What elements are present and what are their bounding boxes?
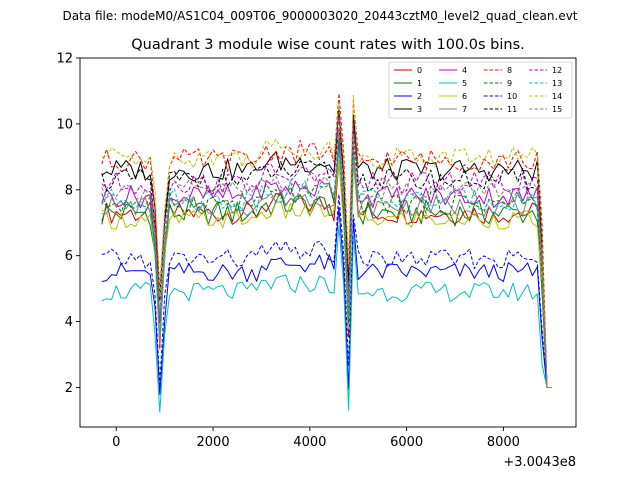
x-tick-label: 8000 bbox=[487, 435, 520, 450]
series-layer bbox=[101, 93, 552, 413]
series-line-8 bbox=[101, 93, 552, 388]
legend-label-2: 2 bbox=[417, 92, 422, 101]
legend-label-14: 14 bbox=[552, 92, 562, 101]
y-tick-label: 10 bbox=[56, 117, 73, 132]
series-line-3 bbox=[101, 107, 552, 388]
x-tick-label: 6000 bbox=[390, 435, 423, 450]
series-line-9 bbox=[101, 138, 552, 388]
y-tick-label: 12 bbox=[56, 52, 73, 67]
legend-label-5: 5 bbox=[462, 79, 467, 88]
y-tick-label: 4 bbox=[65, 315, 73, 330]
legend-label-11: 11 bbox=[507, 105, 517, 114]
legend-label-10: 10 bbox=[507, 92, 517, 101]
legend-label-4: 4 bbox=[462, 66, 467, 75]
series-line-13 bbox=[101, 151, 552, 388]
series-line-7 bbox=[101, 147, 552, 388]
series-line-1 bbox=[101, 140, 552, 388]
legend-label-3: 3 bbox=[417, 105, 422, 114]
legend-label-15: 15 bbox=[552, 105, 562, 114]
series-line-4 bbox=[101, 143, 552, 388]
series-line-11 bbox=[101, 125, 552, 388]
legend-label-8: 8 bbox=[507, 66, 512, 75]
series-line-2 bbox=[101, 207, 552, 395]
legend-label-12: 12 bbox=[552, 66, 562, 75]
series-line-12 bbox=[101, 114, 552, 388]
series-line-10 bbox=[101, 193, 552, 388]
x-tick-label: 2000 bbox=[197, 435, 230, 450]
y-tick-label: 8 bbox=[65, 183, 73, 198]
series-line-15 bbox=[101, 128, 552, 388]
legend-label-6: 6 bbox=[462, 92, 467, 101]
legend-frame bbox=[388, 61, 573, 119]
series-line-5 bbox=[101, 225, 552, 413]
y-tick-label: 2 bbox=[65, 381, 73, 396]
x-tick-label: 4000 bbox=[293, 435, 326, 450]
chart-title: Quadrant 3 module wise count rates with … bbox=[131, 37, 525, 53]
plot-frame bbox=[79, 57, 577, 428]
x-tick-label: 0 bbox=[112, 435, 120, 450]
legend-label-13: 13 bbox=[552, 79, 562, 88]
legend-label-1: 1 bbox=[417, 79, 422, 88]
legend-label-9: 9 bbox=[507, 79, 512, 88]
y-tick-label: 6 bbox=[65, 249, 73, 264]
series-line-6 bbox=[101, 159, 552, 388]
series-line-14 bbox=[101, 94, 552, 388]
x-offset-label: +3.0043e8 bbox=[503, 455, 576, 470]
legend-label-0: 0 bbox=[417, 66, 422, 75]
legend-label-7: 7 bbox=[462, 105, 467, 114]
suptitle: Data file: modeM0/AS1C04_009T06_90000030… bbox=[62, 9, 577, 23]
